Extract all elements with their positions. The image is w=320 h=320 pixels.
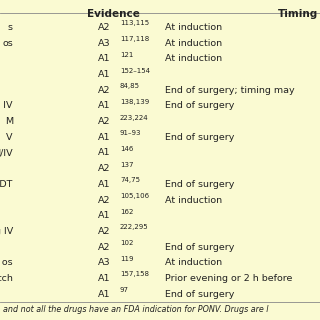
Text: A1: A1 [98, 211, 110, 220]
Text: M: M [5, 117, 13, 126]
Text: End of surgery; timing may: End of surgery; timing may [165, 86, 294, 95]
Text: At induction: At induction [165, 54, 222, 63]
Text: A2: A2 [98, 164, 110, 173]
Text: A1: A1 [98, 274, 110, 283]
Text: V: V [6, 133, 13, 142]
Text: A1: A1 [98, 133, 110, 142]
Text: patch: patch [0, 274, 13, 283]
Text: A1: A1 [98, 70, 110, 79]
Text: 121: 121 [120, 52, 133, 58]
Text: A2: A2 [98, 23, 110, 32]
Text: A1: A1 [98, 101, 110, 110]
Text: 102: 102 [120, 240, 133, 246]
Text: A3: A3 [98, 258, 110, 267]
Text: Evidence: Evidence [87, 9, 140, 19]
Text: A2: A2 [98, 117, 110, 126]
Text: A2: A2 [98, 196, 110, 204]
Text: At induction: At induction [165, 196, 222, 204]
Text: 97: 97 [120, 287, 129, 293]
Text: and not all the drugs have an FDA indication for PONV. Drugs are l: and not all the drugs have an FDA indica… [3, 305, 269, 314]
Text: A2: A2 [98, 227, 110, 236]
Text: 84,85: 84,85 [120, 83, 140, 89]
Text: A2: A2 [98, 86, 110, 95]
Text: 105,106: 105,106 [120, 193, 149, 199]
Text: 137: 137 [120, 162, 133, 168]
Text: per os: per os [0, 258, 13, 267]
Text: A3: A3 [98, 39, 110, 48]
Text: ng IV: ng IV [0, 227, 13, 236]
Text: mg IV: mg IV [0, 101, 13, 110]
Text: At induction: At induction [165, 23, 222, 32]
Text: A1: A1 [98, 290, 110, 299]
Text: End of surgery: End of surgery [165, 180, 234, 189]
Text: A2: A2 [98, 243, 110, 252]
Text: End of surgery: End of surgery [165, 133, 234, 142]
Text: 222,295: 222,295 [120, 224, 148, 230]
Text: 117,118: 117,118 [120, 36, 149, 42]
Text: End of surgery: End of surgery [165, 101, 234, 110]
Text: A1: A1 [98, 148, 110, 157]
Text: 146: 146 [120, 146, 133, 152]
Text: 74,75: 74,75 [120, 177, 140, 183]
Text: 91–93: 91–93 [120, 130, 141, 136]
Text: g ODT: g ODT [0, 180, 13, 189]
Text: M/IV: M/IV [0, 148, 13, 157]
Text: 157,158: 157,158 [120, 271, 149, 277]
Text: 223,224: 223,224 [120, 115, 148, 121]
Text: End of surgery: End of surgery [165, 243, 234, 252]
Text: 113,115: 113,115 [120, 20, 149, 27]
Text: 162: 162 [120, 209, 133, 215]
Text: End of surgery: End of surgery [165, 290, 234, 299]
Text: Timing: Timing [277, 9, 318, 19]
Text: 138,139: 138,139 [120, 99, 149, 105]
Text: At induction: At induction [165, 258, 222, 267]
Text: 119: 119 [120, 256, 133, 262]
Text: Prior evening or 2 h before: Prior evening or 2 h before [165, 274, 292, 283]
Text: At induction: At induction [165, 39, 222, 48]
Text: A1: A1 [98, 54, 110, 63]
Text: 152–154: 152–154 [120, 68, 150, 74]
Text: A1: A1 [98, 180, 110, 189]
Text: os: os [2, 39, 13, 48]
Text: s: s [8, 23, 13, 32]
